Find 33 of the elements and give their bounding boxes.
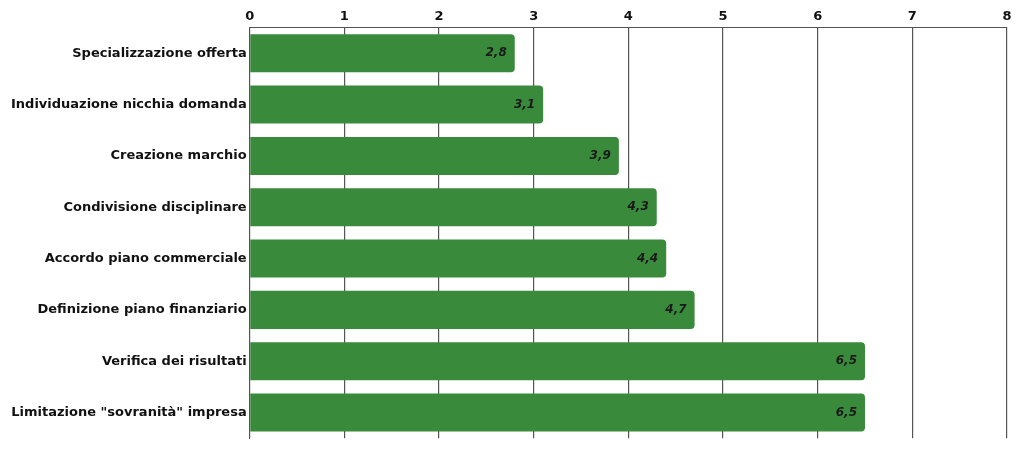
x-tick-label: 5	[718, 8, 728, 24]
x-tick-label: 0	[245, 8, 255, 24]
bar	[250, 34, 515, 73]
bar	[250, 85, 544, 124]
bar	[250, 136, 619, 175]
data-label: 2,8	[485, 45, 507, 60]
data-label: 4,4	[635, 250, 659, 265]
x-tick-label: 2	[434, 8, 444, 24]
x-tick-label: 4	[623, 8, 633, 24]
x-tick-label: 3	[529, 8, 539, 24]
y-tick-label: Creazione marchio	[110, 147, 247, 163]
data-label: 6,5	[835, 353, 857, 368]
y-tick-label: Limitazione "sovranità" impresa	[11, 403, 247, 419]
data-label: 3,9	[589, 148, 611, 163]
bar	[250, 239, 667, 278]
data-label: 4,3	[626, 199, 649, 214]
y-tick-label: Specializzazione offerta	[72, 44, 247, 60]
data-label: 3,1	[513, 96, 536, 111]
data-label: 6,5	[835, 404, 857, 419]
x-tick-label: 1	[339, 8, 349, 24]
bar	[250, 290, 695, 329]
y-tick-label: Condivisione disciplinare	[63, 198, 247, 214]
bar	[250, 342, 865, 381]
x-tick-label: 8	[1002, 8, 1012, 24]
y-tick-label: Verifica dei risultati	[101, 352, 247, 368]
bar	[250, 188, 657, 227]
y-tick-label: Accordo piano commerciale	[44, 249, 247, 265]
x-tick-label: 7	[907, 8, 917, 24]
y-tick-label: Definizione piano finanziario	[37, 301, 247, 317]
data-label: 4,7	[664, 302, 688, 317]
x-tick-label: 6	[813, 8, 823, 24]
bar	[250, 393, 865, 432]
y-tick-label: Individuazione nicchia domanda	[10, 95, 247, 111]
